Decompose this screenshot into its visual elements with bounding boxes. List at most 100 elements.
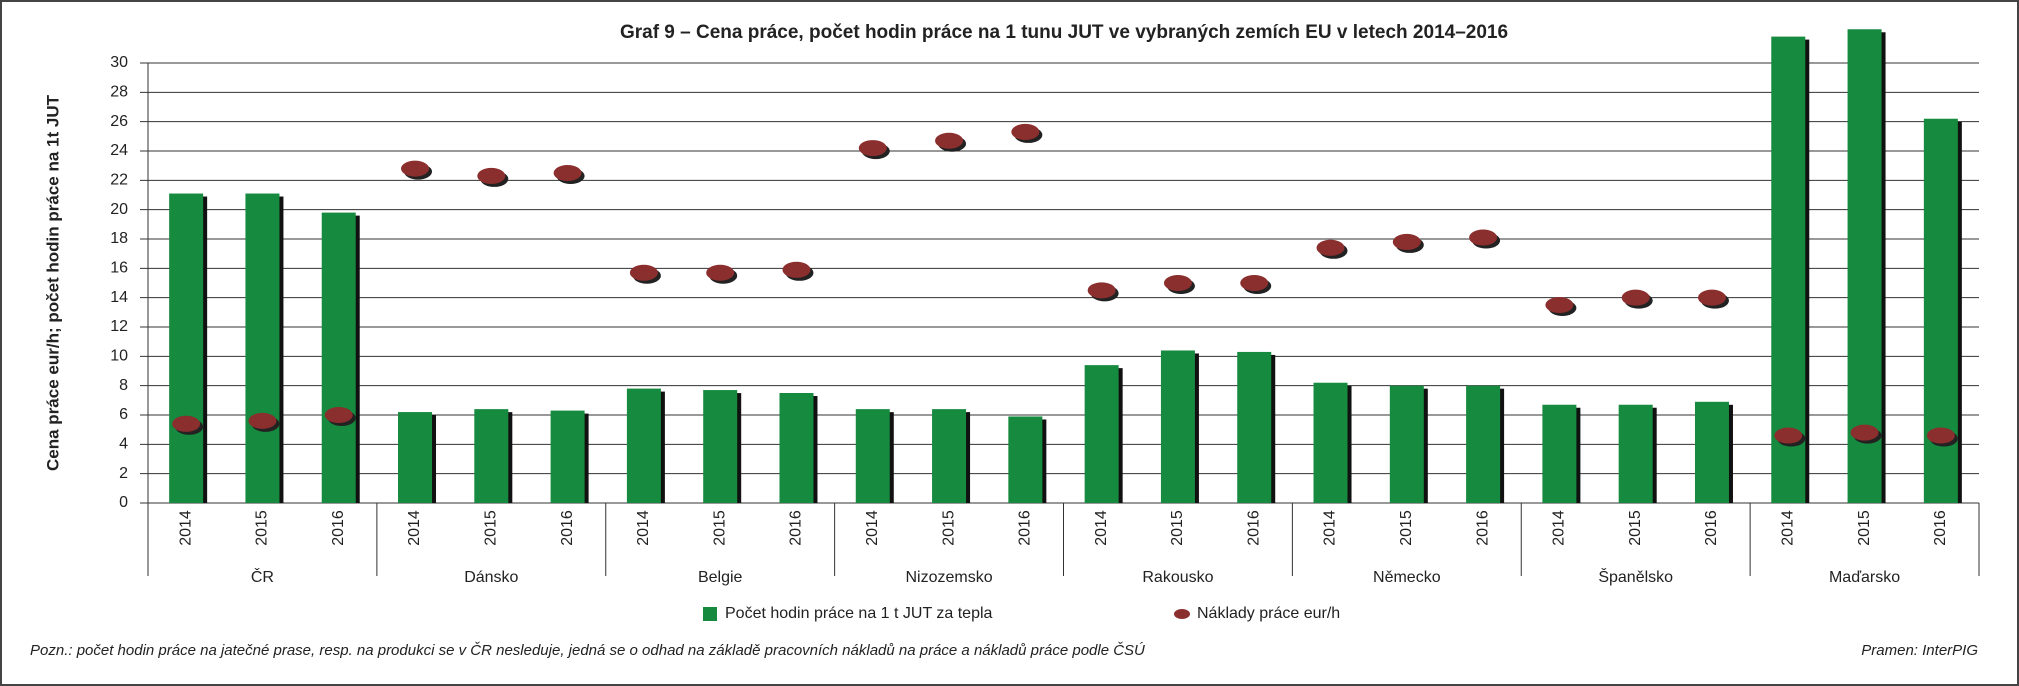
x-tick-label: 2014 [1093,510,1110,546]
x-tick-label: 2016 [559,510,576,546]
dot [1316,239,1345,256]
y-tick-label: 8 [119,377,128,394]
x-tick-label: 2014 [1551,510,1568,546]
dot [324,407,353,423]
bar [1466,385,1501,503]
dot [401,160,430,177]
y-tick-label: 18 [110,230,128,247]
bar [626,388,661,503]
y-tick-label: 10 [110,348,128,365]
bar [1389,385,1424,503]
dot [1697,289,1726,306]
x-tick-label: 2016 [1245,510,1262,546]
x-tick-label: 2015 [1169,510,1186,546]
chart-title: Graf 9 – Cena práce, počet hodin práce n… [620,22,1508,43]
group-label: ČR [251,567,274,586]
x-tick-label: 2015 [1398,510,1415,546]
x-tick-label: 2014 [635,510,652,546]
dot [553,165,582,181]
group-label: Španělsko [1598,567,1673,586]
bar [932,409,967,503]
x-tick-label: 2014 [177,510,194,546]
dot [1087,282,1116,299]
bar [1847,29,1882,504]
bar [398,412,433,503]
bar [550,410,585,503]
y-tick-label: 0 [119,494,128,511]
legend-label: Počet hodin práce na 1 t JUT za tepla [725,605,993,622]
bar [779,393,814,503]
y-tick-label: 14 [110,289,128,306]
x-tick-label: 2014 [864,510,881,546]
note: Pozn.: počet hodin práce na jatečné pras… [30,642,1145,659]
bar [1618,404,1653,503]
bar [703,390,738,503]
dot [172,415,201,432]
x-tick-label: 2014 [1779,510,1796,546]
y-tick-label: 6 [119,406,128,423]
legend-label: Náklady práce eur/h [1197,605,1340,622]
dot [1240,275,1269,291]
y-tick-label: 16 [110,260,128,277]
group-label: Rakousko [1142,569,1213,586]
dot [1621,289,1650,306]
dot [1774,427,1803,444]
y-tick-label: 28 [110,84,128,101]
x-tick-label: 2016 [1017,510,1034,546]
y-tick-label: 22 [110,172,128,189]
bar [1542,404,1577,503]
bar [1771,36,1806,503]
x-tick-label: 2015 [483,510,500,546]
x-tick-label: 2015 [254,510,271,546]
dot [935,132,964,149]
x-tick-label: 2016 [788,510,805,546]
bar [1084,365,1119,503]
x-tick-label: 2016 [1703,510,1720,546]
group-label: Maďarsko [1829,569,1900,586]
x-tick-label: 2015 [1627,510,1644,546]
group-label: Belgie [698,569,743,586]
x-tick-label: 2015 [940,510,957,546]
x-tick-label: 2016 [1474,510,1491,546]
x-tick-label: 2015 [711,510,728,546]
group-label: Nizozemsko [905,569,992,586]
dot [248,412,277,429]
y-axis-label: Cena práce eur/h; počet hodin práce na 1… [43,94,62,471]
bar [474,409,509,503]
y-tick-label: 4 [119,436,128,453]
y-tick-label: 30 [110,54,128,71]
dot [1545,297,1574,313]
dot [782,261,811,278]
x-tick-label: 2014 [1322,510,1339,546]
bar [1237,351,1272,503]
bar [1160,350,1195,503]
group-label: Dánsko [464,569,518,586]
y-tick-label: 20 [110,201,128,218]
bar [855,409,890,503]
bar [245,193,280,504]
bar [1313,382,1348,503]
x-tick-label: 2015 [1856,510,1873,546]
bar [1694,401,1729,503]
dot [477,167,506,184]
y-tick-label: 12 [110,318,128,335]
group-label: Německo [1373,569,1441,586]
dot [858,140,887,157]
dot [1469,229,1498,246]
legend-swatch [703,607,717,621]
dot [629,264,658,281]
y-tick-label: 26 [110,113,128,130]
dot [1163,275,1192,291]
bar [321,212,356,503]
dot [706,264,735,281]
dot [1011,123,1040,140]
source: Pramen: InterPIG [1861,642,1978,659]
y-tick-label: 2 [119,465,128,482]
bar [1008,416,1043,503]
y-tick-label: 24 [110,142,128,159]
x-tick-label: 2016 [1932,510,1949,546]
x-tick-label: 2014 [406,510,423,546]
legend-swatch [1174,609,1190,619]
dot [1850,424,1879,441]
